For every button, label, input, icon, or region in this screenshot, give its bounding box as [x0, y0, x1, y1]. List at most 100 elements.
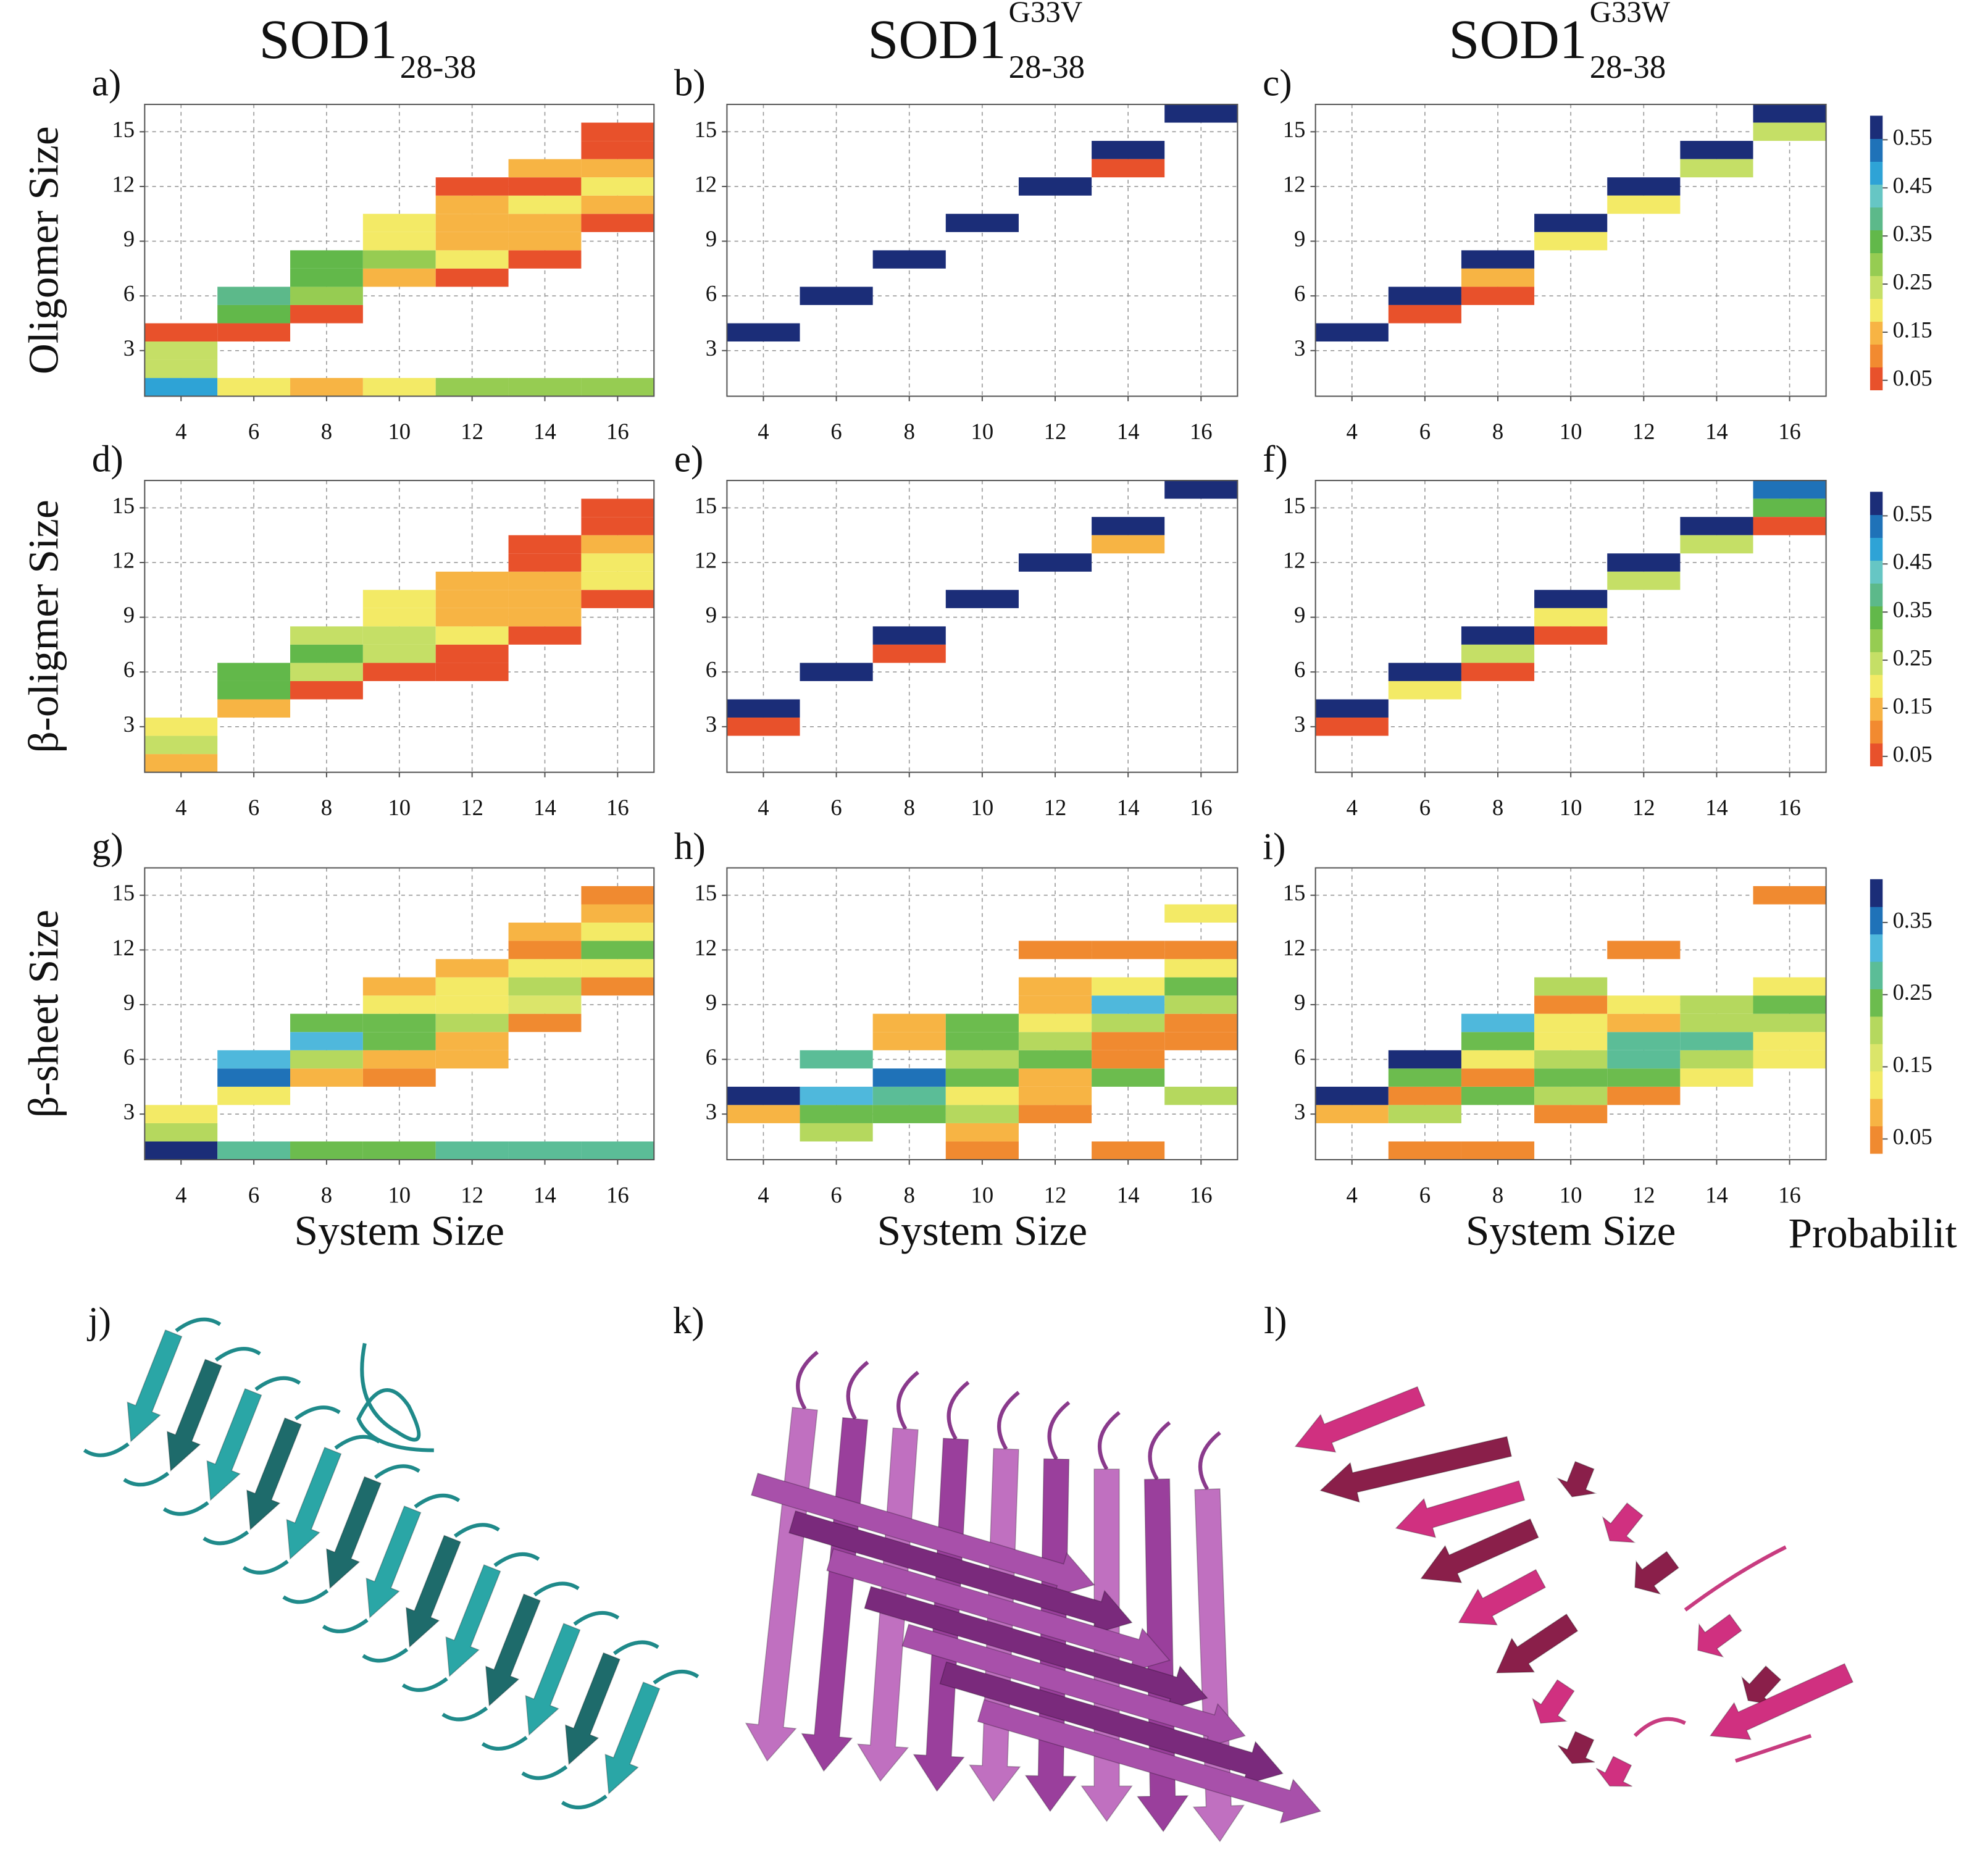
x-tick-label: 14	[1117, 795, 1140, 820]
beta-strand	[750, 1472, 1095, 1598]
y-tick-label: 12	[1283, 935, 1306, 960]
y-tick-label: 9	[706, 989, 717, 1015]
x-tick-label: 6	[248, 795, 259, 820]
x-tick-label: 8	[321, 795, 332, 820]
beta-strand	[1697, 1614, 1742, 1658]
heatmap-cell	[290, 1141, 363, 1160]
heatmap-cell	[581, 214, 654, 232]
heatmap-cell	[581, 378, 654, 396]
heatmap-cell	[1753, 1032, 1826, 1050]
coil	[83, 1317, 222, 1457]
y-axis-label: β-sheet Size	[19, 910, 67, 1118]
x-tick-label: 10	[1560, 419, 1582, 444]
colorbar-segment	[1870, 743, 1883, 767]
heatmap-cell	[1388, 1050, 1461, 1069]
x-tick-label: 8	[321, 419, 332, 444]
y-tick-label: 3	[123, 335, 135, 361]
y-tick-label: 6	[706, 1044, 717, 1070]
x-tick-label: 16	[606, 795, 629, 820]
colorbar-segment	[1870, 115, 1883, 140]
coil	[1148, 1421, 1171, 1480]
heatmap-cell	[1534, 995, 1608, 1014]
coil	[282, 1464, 420, 1604]
heatmap-cell	[144, 378, 218, 396]
panel-label: h)	[674, 826, 706, 868]
coil	[356, 1342, 434, 1452]
x-tick-label: 4	[175, 1183, 186, 1208]
heatmap-cell	[1680, 159, 1753, 178]
heatmap-cell	[435, 232, 509, 251]
colorbar-tick-label: 0.45	[1893, 549, 1932, 574]
heatmap-cell	[1534, 1050, 1608, 1069]
heatmap-cell	[581, 177, 654, 196]
heatmap-cell	[800, 1123, 873, 1142]
x-tick-label: 16	[606, 1183, 629, 1208]
x-axis-label: System Size	[1466, 1207, 1676, 1254]
heatmap-cell	[508, 1013, 582, 1032]
heatmap-cell	[362, 1141, 436, 1160]
y-tick-label: 15	[1283, 880, 1306, 905]
heatmap-cell	[362, 378, 436, 396]
heatmap-cell	[362, 626, 436, 645]
heatmap-cell	[435, 250, 509, 269]
y-tick-label: 9	[123, 226, 135, 251]
y-tick-label: 15	[112, 493, 135, 518]
column-title-superscript: G33W	[1590, 0, 1671, 29]
panel-label: b)	[674, 63, 706, 104]
heatmap-cell	[508, 995, 582, 1014]
heatmap-cell	[1607, 940, 1681, 960]
heatmap-cell	[727, 1086, 800, 1105]
x-tick-label: 10	[388, 419, 411, 444]
heatmap-cell	[1753, 104, 1826, 123]
heatmap-cell	[872, 1013, 946, 1032]
panel-label: d)	[92, 439, 123, 480]
heatmap-cell	[362, 214, 436, 232]
x-tick-label: 14	[533, 795, 556, 820]
heatmap-cell	[1018, 1068, 1092, 1087]
heatmap-cell	[1607, 995, 1681, 1014]
y-tick-label: 15	[694, 117, 717, 142]
colorbar-segment	[1870, 298, 1883, 322]
colorbar-segment	[1870, 674, 1883, 698]
y-tick-label: 15	[1283, 493, 1306, 518]
heatmap-cell	[508, 626, 582, 645]
colorbar-segment	[1870, 1044, 1883, 1072]
heatmap-cell	[581, 122, 654, 141]
heatmap-cell	[435, 1013, 509, 1032]
heatmap-cell	[217, 1068, 291, 1087]
colorbar-segment	[1870, 537, 1883, 561]
colorbar-segment	[1870, 629, 1883, 653]
heatmap-cell	[508, 177, 582, 196]
heatmap-cell	[1092, 141, 1165, 159]
y-tick-label: 9	[1294, 989, 1305, 1015]
heatmap-cell	[581, 977, 654, 996]
beta-strand	[485, 1593, 541, 1707]
heatmap-cell	[290, 663, 363, 681]
heatmap-cell	[435, 608, 509, 627]
heatmap-cell	[1018, 1032, 1092, 1050]
panel-label: c)	[1263, 63, 1292, 104]
heatmap-cell	[508, 378, 582, 396]
heatmap-cell	[872, 1068, 946, 1087]
coil	[1633, 1545, 1812, 1763]
y-tick-label: 15	[112, 880, 135, 905]
heatmap-cell	[508, 195, 582, 214]
column-title-subscript: 28-38	[1009, 49, 1085, 85]
heatmap-cell	[1092, 535, 1165, 554]
beta-strand	[745, 1407, 818, 1762]
beta-strand	[405, 1535, 462, 1648]
heatmap-cell	[435, 959, 509, 978]
heatmap-cell	[872, 644, 946, 663]
colorbar-tick-label: 0.25	[1893, 645, 1932, 670]
colorbar-label: Probabilit	[1789, 1209, 1957, 1257]
heatmap-cell	[1164, 940, 1238, 960]
y-tick-label: 6	[1294, 1044, 1305, 1070]
heatmap-cell	[362, 1032, 436, 1050]
heatmap-cell	[1018, 940, 1092, 960]
heatmap-cell	[435, 663, 509, 681]
x-tick-label: 6	[830, 795, 842, 820]
heatmap-cell	[945, 1013, 1019, 1032]
x-tick-label: 4	[758, 419, 769, 444]
heatmap-cell	[945, 1123, 1019, 1142]
